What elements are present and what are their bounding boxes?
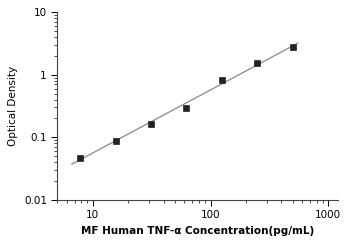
X-axis label: MF Human TNF-α Concentration(pg/mL): MF Human TNF-α Concentration(pg/mL) xyxy=(81,226,314,236)
Y-axis label: Optical Density: Optical Density xyxy=(8,66,18,146)
